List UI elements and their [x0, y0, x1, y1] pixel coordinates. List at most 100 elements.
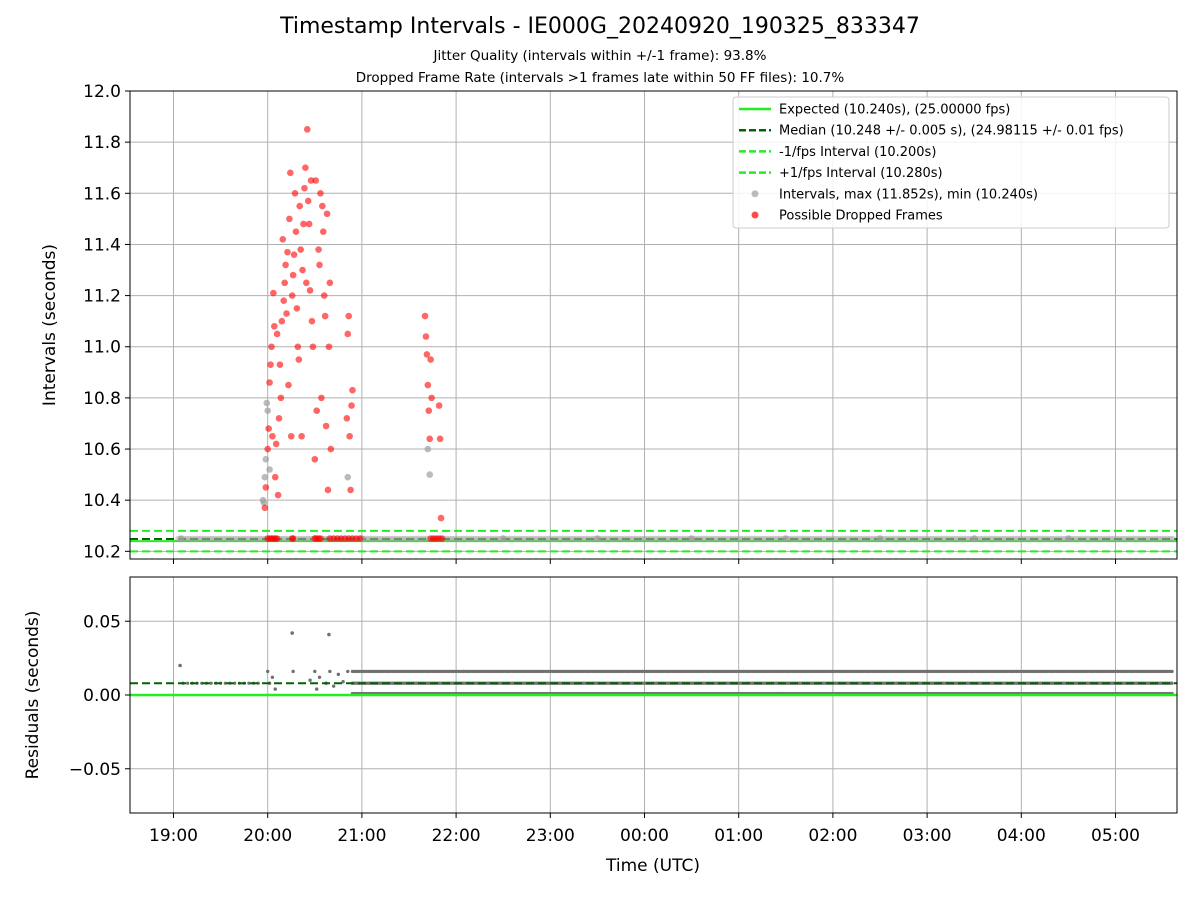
- residual-point: [875, 669, 880, 674]
- residual-point: [765, 669, 769, 674]
- residual-point: [998, 669, 1002, 674]
- dropped-frame-point: [437, 514, 445, 522]
- interval-point: [424, 445, 432, 453]
- residual-point: [1073, 681, 1078, 685]
- residual-point: [734, 669, 739, 674]
- dropped-frame-point: [317, 535, 324, 542]
- interval-point: [977, 535, 984, 542]
- residual-point: [857, 669, 861, 674]
- residual-point: [367, 669, 371, 674]
- interval-point: [1099, 535, 1106, 542]
- residual-point: [588, 669, 593, 674]
- residual-outlier: [290, 631, 294, 635]
- interval-point: [963, 535, 970, 542]
- top-ytick-label: 11.6: [83, 184, 121, 204]
- interval-point: [924, 535, 931, 542]
- residual-point: [546, 669, 550, 674]
- interval-point: [263, 399, 271, 407]
- interval-point: [463, 535, 470, 542]
- dropped-frame-point: [293, 305, 301, 312]
- residual-point: [400, 669, 404, 674]
- interval-point: [505, 535, 512, 542]
- residual-point: [802, 669, 807, 674]
- interval-point: [302, 535, 309, 542]
- interval-point: [364, 535, 371, 542]
- residual-point: [1123, 681, 1127, 685]
- dropped-frame-point: [320, 292, 328, 299]
- residual-point: [266, 669, 270, 674]
- residual-point: [901, 669, 906, 674]
- residual-point: [626, 669, 630, 674]
- interval-point: [418, 535, 425, 542]
- residual-point: [485, 669, 489, 674]
- interval-point: [499, 535, 507, 542]
- interval-point: [1169, 535, 1176, 542]
- interval-point: [850, 535, 857, 542]
- residual-point: [871, 669, 875, 674]
- residual-point: [1005, 669, 1009, 674]
- top-ytick-label: 12.0: [83, 82, 121, 102]
- residual-point: [508, 669, 512, 674]
- residual-point: [1104, 669, 1108, 674]
- dropped-frame-point: [267, 361, 274, 368]
- residual-point: [814, 669, 819, 674]
- x-axis-label: Time (UTC): [605, 856, 700, 876]
- residual-point: [974, 669, 979, 674]
- interval-point: [565, 535, 572, 542]
- dropped-frame-point: [305, 220, 313, 228]
- dropped-frame-point: [308, 317, 316, 325]
- residual-point: [355, 669, 359, 674]
- residual-point: [722, 669, 727, 674]
- residual-point: [810, 681, 814, 685]
- residual-point: [894, 669, 899, 674]
- residual-point: [859, 669, 863, 674]
- interval-point: [398, 535, 405, 542]
- residual-point: [374, 669, 378, 674]
- interval-point: [771, 535, 778, 542]
- residual-point: [510, 681, 515, 685]
- residual-point: [1158, 669, 1162, 674]
- residual-point: [534, 669, 538, 674]
- interval-point: [486, 535, 493, 542]
- residual-point: [383, 669, 388, 674]
- residual-point: [965, 669, 969, 674]
- interval-point: [943, 535, 950, 542]
- residual-point: [489, 669, 494, 674]
- legend-label: -1/fps Interval (10.200s): [779, 145, 936, 160]
- residual-point: [899, 669, 903, 674]
- interval-point: [720, 535, 727, 542]
- interval-point: [1014, 535, 1021, 542]
- residual-point: [360, 669, 364, 674]
- interval-point: [412, 535, 419, 542]
- residual-point: [925, 669, 929, 674]
- residual-point: [341, 680, 345, 684]
- interval-point: [556, 535, 563, 542]
- residual-point: [619, 669, 623, 674]
- interval-point: [584, 535, 591, 542]
- dropped-frame-point: [422, 333, 430, 340]
- interval-point: [1000, 535, 1007, 542]
- interval-point: [1147, 535, 1154, 542]
- residual-point: [1017, 669, 1021, 674]
- residual-point: [1076, 669, 1080, 674]
- residual-point: [1010, 669, 1014, 674]
- residual-point: [513, 669, 517, 674]
- dropped-frame-point: [428, 394, 435, 402]
- residual-point: [1078, 669, 1082, 674]
- interval-point: [378, 535, 385, 542]
- interval-point: [842, 535, 849, 542]
- residual-point: [645, 669, 649, 674]
- interval-point: [760, 535, 767, 542]
- residual-point: [314, 687, 319, 691]
- residual-point: [407, 669, 411, 674]
- residual-point: [758, 669, 762, 674]
- residual-point: [920, 669, 925, 674]
- residual-point: [579, 669, 583, 674]
- residual-point: [967, 669, 972, 674]
- residual-point: [963, 669, 967, 674]
- residual-point: [1064, 669, 1068, 674]
- bottom-ytick-label: 0.05: [83, 612, 121, 632]
- residual-point: [1120, 669, 1125, 674]
- residual-point: [680, 669, 684, 674]
- residual-point: [346, 669, 350, 674]
